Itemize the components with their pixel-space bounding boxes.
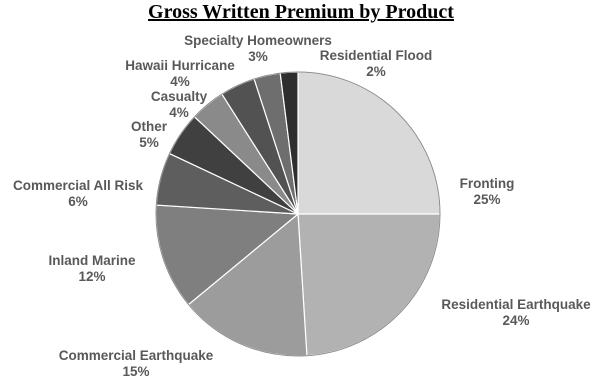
slice-label-percent: 12% [78, 269, 105, 284]
chart-title: Gross Written Premium by Product [148, 1, 454, 23]
pie-slice-residential-earthquake [297, 213, 441, 357]
slice-label: Commercial All Risk 6% [13, 178, 144, 209]
slice-labels: Fronting 25% Residential Earthquake 24% Comm… [13, 33, 591, 379]
pie-outline [155, 71, 441, 357]
slice-label-name: Commercial Earthquake [59, 348, 214, 363]
slice-label-percent: 2% [366, 64, 386, 79]
slice-label-name: Fronting [460, 176, 515, 191]
pie-slice-fronting [297, 71, 441, 215]
slice-label: Fronting 25% [460, 176, 515, 207]
slice-label-percent: 4% [169, 105, 189, 120]
slice-label-name: Other [131, 119, 168, 134]
slice-label-name: Casualty [151, 89, 208, 104]
slice-label-name: Hawaii Hurricane [125, 58, 235, 73]
slice-label: Residential Earthquake 24% [441, 297, 591, 328]
slice-label-name: Specialty Homeowners [184, 33, 332, 48]
pie-slices [155, 71, 441, 357]
slice-label-percent: 3% [248, 49, 268, 64]
slice-label: Other 5% [131, 119, 168, 150]
slice-label-percent: 25% [473, 192, 500, 207]
slice-label-percent: 15% [122, 364, 149, 379]
slice-label-name: Inland Marine [48, 253, 136, 268]
slice-label: Inland Marine 12% [48, 253, 136, 284]
slice-label-percent: 4% [170, 74, 190, 89]
slice-label: Commercial Earthquake 15% [59, 348, 214, 379]
slice-label: Specialty Homeowners 3% [184, 33, 332, 64]
slice-label: Casualty 4% [151, 89, 208, 120]
slice-label-name: Residential Earthquake [441, 297, 591, 312]
slice-label-percent: 24% [502, 313, 529, 328]
slice-label: Hawaii Hurricane 4% [125, 58, 235, 89]
slice-label-name: Commercial All Risk [13, 178, 144, 193]
slice-label: Residential Flood 2% [320, 48, 433, 79]
slice-label-percent: 5% [139, 135, 159, 150]
slice-label-percent: 6% [68, 194, 88, 209]
slice-label-name: Residential Flood [320, 48, 433, 63]
